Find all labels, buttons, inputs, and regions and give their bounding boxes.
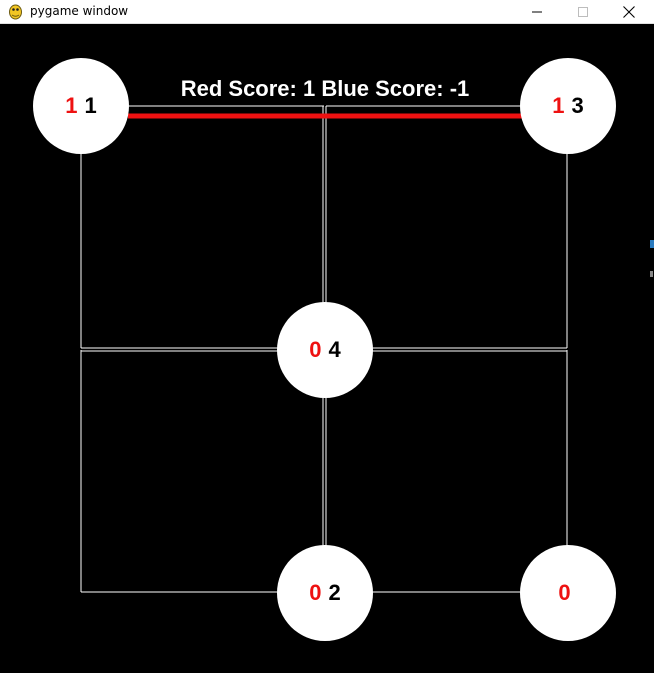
maximize-button[interactable]: [560, 0, 606, 23]
node-red-count: 0: [558, 580, 571, 605]
close-icon: [623, 5, 635, 18]
node-red-count: 1: [552, 93, 565, 118]
node-black-count: 2: [328, 580, 341, 605]
maximize-icon: [578, 6, 588, 17]
node-red-count: 0: [309, 580, 322, 605]
minimize-icon: [532, 11, 542, 12]
node-black-count: 3: [571, 93, 584, 118]
background-window-edge: [650, 240, 654, 248]
close-button[interactable]: [606, 0, 652, 23]
pygame-snake-icon: [9, 4, 22, 20]
node-bottom-right[interactable]: 0: [520, 545, 616, 641]
background-window-edge-2: [650, 271, 653, 277]
node-black-count: 4: [328, 337, 341, 362]
title-bar[interactable]: pygame window: [0, 0, 654, 24]
node-red-count: 1: [65, 93, 78, 118]
score-display: Red Score: 1 Blue Score: -1: [180, 76, 470, 101]
window-title: pygame window: [30, 4, 129, 18]
node-red-count: 0: [309, 337, 322, 362]
minimize-button[interactable]: [514, 0, 560, 23]
node-black-count: 1: [84, 93, 97, 118]
